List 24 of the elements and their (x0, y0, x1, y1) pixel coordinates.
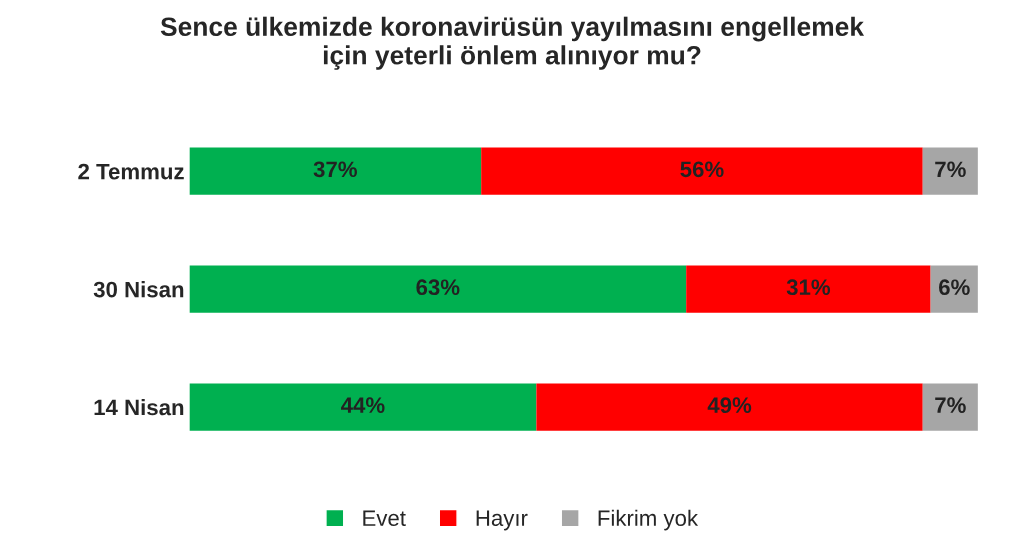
bar (922, 383, 978, 431)
bar (481, 147, 923, 195)
data-label: 31% (786, 279, 831, 296)
data-label: 7% (935, 161, 966, 178)
chart-title: Sence ülkemizde koronavirüsün yayılmasını engellemek için yeterli önlem alınıyor mu? (160, 16, 865, 70)
data-label: 6% (939, 279, 970, 296)
bar (686, 265, 931, 313)
bar (189, 265, 687, 313)
bar (922, 147, 978, 195)
data-label: 37% (313, 161, 357, 178)
data-label: 49% (707, 397, 752, 414)
legend-label: Hayır (476, 510, 528, 531)
y-tick-label: 2 Temmuz (78, 163, 184, 180)
bar (536, 383, 923, 431)
data-label: 63% (416, 279, 460, 296)
legend-label: Fikrim yok (598, 509, 699, 531)
bar (189, 383, 537, 431)
y-tick-label: 14 Nisan (94, 399, 184, 416)
y-tick-label: 30 Nisan (93, 281, 184, 298)
bar (189, 147, 482, 195)
data-label: 7% (935, 397, 966, 413)
data-label: 44% (341, 397, 385, 413)
legend-label: Evet (363, 510, 406, 527)
data-label: 56% (680, 161, 724, 178)
